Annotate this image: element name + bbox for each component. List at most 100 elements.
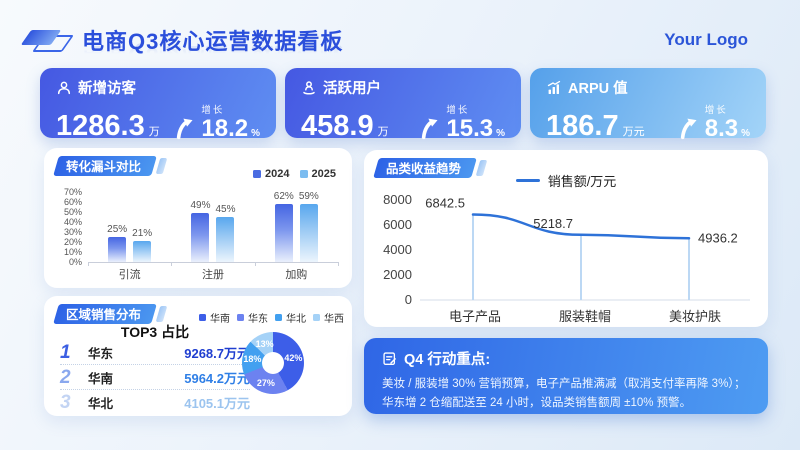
kpi-label: ARPU 值: [568, 81, 628, 97]
y-tick: 4000: [383, 242, 412, 257]
y-tick: 20%: [63, 237, 82, 247]
bar-value-label: 25%: [107, 224, 128, 235]
region-value: 4105.1万元: [184, 395, 250, 411]
panel-title-ribbon: 品类收益趋势: [376, 158, 474, 178]
kpi-body: 1286.3 万 增长 18.2 %: [56, 102, 260, 141]
bar-value-label: 59%: [298, 191, 319, 202]
region-donut: 42% 27% 18% 13%: [242, 332, 304, 394]
donut-slice-label-华南: 42%: [284, 352, 303, 363]
kpi-unit: 万元: [622, 126, 645, 138]
donut-slice-label-华西: 13%: [255, 338, 274, 349]
legend-line-icon: [515, 179, 540, 182]
bar-group-注册: 49% 45%: [190, 192, 236, 262]
legend-item-华北: 华北: [275, 310, 306, 325]
growth-unit: %: [251, 128, 260, 139]
kpi-card-active-users: 活跃用户 458.9 万 增长 15.3 %: [285, 68, 521, 141]
kpi-row: 新增访客 1286.3 万 增长 18.2 %: [40, 68, 766, 141]
funnel-y-axis: 70% 60% 50% 40% 30% 20% 10% 0%: [56, 187, 88, 267]
logo-icon: [20, 25, 74, 55]
region-name: 华东: [88, 346, 114, 361]
growth-label: 增长: [704, 105, 728, 116]
funnel-x-labels: 引流 注册 加购: [88, 266, 338, 282]
y-tick: 30%: [63, 227, 82, 237]
kpi-growth-block: 增长 18.2 %: [201, 102, 260, 141]
region-name: 华北: [88, 396, 114, 411]
growth-arrow-icon: [420, 117, 439, 140]
q4-action-panel: Q4 行动重点: 美妆 / 服装增 30% 营销预算，电子产品推满减（取消支付率…: [364, 338, 768, 414]
rank-number: 3: [60, 391, 71, 413]
y-tick: 60%: [63, 197, 82, 207]
action-title-row: Q4 行动重点:: [382, 348, 750, 369]
funnel-legend: 2024 2025: [253, 168, 336, 180]
arpu-bar-chart-icon: [546, 80, 562, 96]
x-label-电子产品: 电子产品: [448, 309, 501, 324]
action-title-text: Q4 行动重点:: [404, 352, 491, 368]
kpi-header: ARPU 值: [546, 77, 750, 98]
kpi-value: 186.7: [546, 110, 619, 142]
kpi-card-new-visitors: 新增访客 1286.3 万 增长 18.2 %: [40, 68, 276, 141]
svg-text:6842.5: 6842.5: [425, 195, 465, 210]
legend-item-华南: 华南: [199, 310, 230, 325]
svg-text:5218.7: 5218.7: [533, 216, 573, 231]
bar-2024-加购: [274, 204, 293, 262]
donut-slice-label-华北: 18%: [243, 354, 262, 365]
y-tick: 0: [404, 292, 412, 307]
kpi-body: 186.7 万元 增长 8.3 %: [546, 102, 750, 141]
kpi-label: 新增访客: [78, 81, 136, 97]
x-axis-tick: [254, 262, 256, 266]
trend-x-labels: 电子产品 服装鞋帽 美妆护肤: [420, 306, 750, 325]
bar-value-label: 21%: [132, 228, 153, 239]
funnel-bar-chart: 70% 60% 50% 40% 30% 20% 10% 0% 25% 21% 49% 45% 62% 5…: [56, 188, 339, 267]
bar-2024-注册: [191, 213, 210, 262]
growth-value: 15.3: [446, 115, 494, 142]
panel-title-ribbon: 转化漏斗对比: [56, 156, 154, 176]
panel-title: 转化漏斗对比: [66, 160, 142, 174]
x-axis-tick: [171, 262, 173, 266]
y-tick: 6000: [383, 217, 412, 232]
visitor-icon: [56, 80, 72, 96]
y-tick: 70%: [63, 187, 82, 197]
header: 电商Q3核心运营数据看板 Your Logo: [20, 18, 748, 62]
growth-value: 18.2: [201, 115, 249, 142]
bar-2024-引流: [108, 237, 127, 262]
rank-number: 2: [60, 366, 71, 388]
kpi-growth-block: 增长 8.3 %: [705, 102, 750, 141]
top3-row: 3 华北 4105.1万元: [60, 390, 250, 414]
top3-row: 1 华东 9268.7万元: [60, 340, 250, 365]
kpi-label: 活跃用户: [323, 81, 381, 97]
panel-title: 品类收益趋势: [386, 162, 462, 176]
growth-label: 增长: [446, 105, 470, 116]
trend-y-axis: 8000 6000 4000 2000 0: [374, 192, 412, 307]
x-axis-tick: [88, 262, 89, 266]
y-tick: 8000: [383, 192, 412, 207]
region-sales-panel: 区域销售分布 TOP3 占比 1 华东 9268.7万元 2 华南 5964.2…: [44, 296, 352, 416]
growth-unit: %: [741, 128, 750, 139]
x-label-引流: 引流: [118, 269, 141, 281]
category-revenue-trend-panel: 品类收益趋势 销售额/万元 8000 6000 4000 2000 0 6842.5 52…: [364, 150, 768, 327]
growth-value: 8.3: [704, 115, 739, 142]
growth-arrow-icon: [175, 117, 194, 140]
kpi-unit: 万: [377, 126, 389, 138]
region-value: 9268.7万元: [184, 345, 250, 361]
svg-text:4936.2: 4936.2: [698, 230, 738, 245]
bar-group-加购: 62% 59%: [274, 192, 319, 262]
conversion-funnel-panel: 转化漏斗对比 2024 2025 70% 60% 50% 40% 30% 20% 10% 0% …: [44, 148, 352, 288]
trend-legend: 销售额/万元: [364, 171, 768, 190]
bar-value-label: 49%: [190, 200, 211, 211]
x-axis-tick: [338, 262, 339, 266]
kpi-growth-block: 增长 15.3 %: [446, 102, 505, 141]
region-value: 5964.2万元: [184, 370, 250, 386]
x-label-加购: 加购: [285, 269, 308, 281]
donut-slice-label-华东: 27%: [256, 377, 275, 388]
kpi-value: 1286.3: [56, 110, 145, 142]
legend-item-2024: 2024: [253, 168, 290, 180]
action-body-text: 美妆 / 服装增 30% 营销预算，电子产品推满减（取消支付率再降 3%）；华东…: [382, 378, 746, 409]
growth-arrow-icon: [679, 117, 698, 140]
kpi-header: 新增访客: [56, 77, 260, 98]
x-label-注册: 注册: [201, 269, 224, 281]
panel-title-ribbon: 区域销售分布: [56, 304, 154, 324]
y-tick: 2000: [383, 267, 412, 282]
y-tick: 10%: [63, 247, 82, 257]
x-label-美妆护肤: 美妆护肤: [668, 309, 721, 324]
